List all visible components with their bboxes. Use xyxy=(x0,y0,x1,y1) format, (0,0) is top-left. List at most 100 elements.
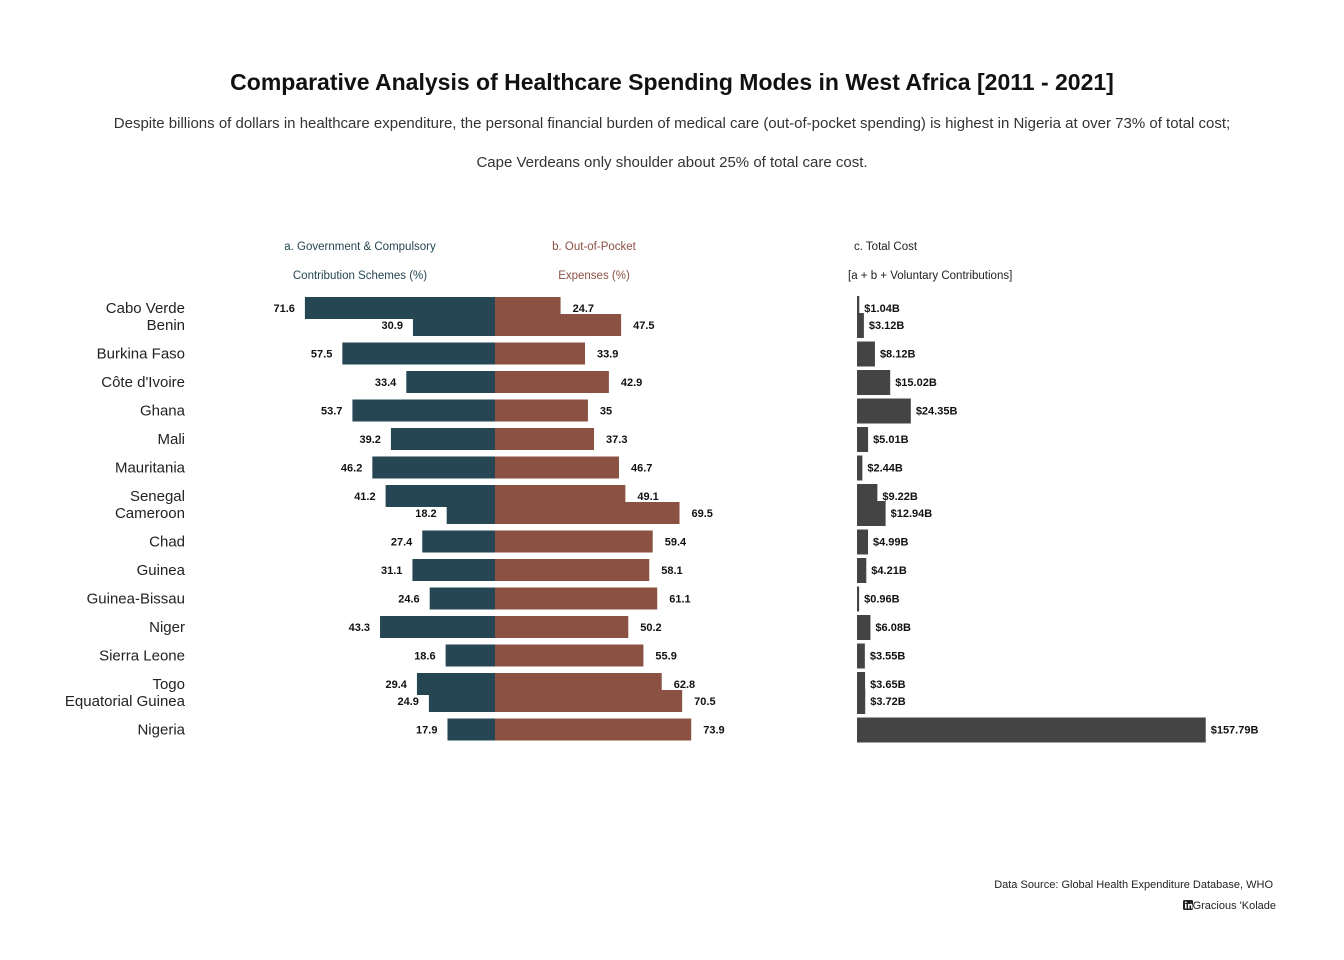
value-total-guinea: $4.21B xyxy=(871,565,907,577)
value-out-of-pocket-mali: 37.3 xyxy=(606,434,627,446)
country-label-sierra-leone: Sierra Leone xyxy=(99,648,185,665)
value-out-of-pocket-guinea: 58.1 xyxy=(661,565,682,577)
value-out-of-pocket-sierra-leone: 55.9 xyxy=(655,651,676,663)
bar-government-guinea-bissau xyxy=(429,587,495,610)
value-total-sierra-leone: $3.55B xyxy=(870,651,906,663)
bar-total-ghana xyxy=(857,398,911,424)
bar-total-benin xyxy=(857,313,864,338)
value-total-mauritania: $2.44B xyxy=(867,463,903,475)
value-total-niger: $6.08B xyxy=(875,622,911,634)
chart-title: Comparative Analysis of Healthcare Spend… xyxy=(230,69,1114,95)
bar-out-of-pocket-ghana xyxy=(495,399,588,422)
value-total-chad: $4.99B xyxy=(873,537,909,549)
country-label-guinea-bissau: Guinea-Bissau xyxy=(87,591,185,608)
value-out-of-pocket-guinea-bissau: 61.1 xyxy=(669,594,690,606)
value-total-mali: $5.01B xyxy=(873,434,909,446)
value-out-of-pocket-benin: 47.5 xyxy=(633,320,654,332)
bar-out-of-pocket-guinea-bissau xyxy=(495,587,658,610)
bar-government-mali xyxy=(390,428,495,450)
bar-out-of-pocket-benin xyxy=(495,314,622,336)
country-label-burkina-faso: Burkina Faso xyxy=(97,346,185,363)
value-total-equatorial-guinea: $3.72B xyxy=(870,696,906,708)
value-total-togo: $3.65B xyxy=(870,679,906,691)
bar-out-of-pocket-senegal xyxy=(495,485,626,507)
bar-out-of-pocket-equatorial-guinea xyxy=(495,690,683,712)
value-government-cameroon: 18.2 xyxy=(415,508,436,520)
bar-government-guinea xyxy=(412,559,495,581)
country-label-mauritania: Mauritania xyxy=(115,460,186,477)
value-out-of-pocket-nigeria: 73.9 xyxy=(703,725,724,737)
bar-total-equatorial-guinea xyxy=(857,689,866,714)
bar-government-ghana xyxy=(352,399,495,422)
value-government-equatorial-guinea: 24.9 xyxy=(397,696,418,708)
bar-government-cameroon xyxy=(446,502,495,524)
bar-government-niger xyxy=(380,616,495,638)
header-government-line-1: a. Government & Compulsory xyxy=(284,241,436,253)
country-label-togo: Togo xyxy=(152,676,185,693)
bar-total-cabo-verde xyxy=(857,296,860,321)
value-total-guinea-bissau: $0.96B xyxy=(864,594,900,606)
bar-out-of-pocket-cameroon xyxy=(495,502,680,524)
bar-out-of-pocket-guinea xyxy=(495,559,650,581)
country-label-mali: Mali xyxy=(157,431,185,448)
value-out-of-pocket-chad: 59.4 xyxy=(665,537,687,549)
bar-government-senegal xyxy=(385,485,495,507)
value-total-benin: $3.12B xyxy=(869,320,905,332)
bar-government-mauritania xyxy=(372,456,495,479)
bar-out-of-pocket-mali xyxy=(495,428,595,450)
bar-government-burkina-faso xyxy=(342,342,495,365)
bar-out-of-pocket-sierra-leone xyxy=(495,644,644,667)
data-source: Data Source: Global Health Expenditure D… xyxy=(994,879,1273,891)
bar-total-togo xyxy=(857,672,866,697)
value-government-sierra-leone: 18.6 xyxy=(414,651,435,663)
country-label-equatorial-guinea: Equatorial Guinea xyxy=(65,693,186,710)
value-government-niger: 43.3 xyxy=(349,622,370,634)
bar-government-nigeria xyxy=(447,718,495,741)
value-government-ghana: 53.7 xyxy=(321,406,342,418)
author-credit: Gracious 'Kolade xyxy=(1193,900,1276,912)
bar-government-cabo-verde xyxy=(304,297,495,319)
value-government-guinea-bissau: 24.6 xyxy=(398,594,419,606)
bar-out-of-pocket-togo xyxy=(495,673,662,695)
value-out-of-pocket-cabo-verde: 24.7 xyxy=(573,303,594,315)
chart-subtitle-line-1: Despite billions of dollars in healthcar… xyxy=(114,115,1230,132)
bar-total-mauritania xyxy=(857,455,863,481)
header-out-of-pocket-line-2: Expenses (%) xyxy=(558,270,630,282)
bar-government-benin xyxy=(412,314,495,336)
bar-out-of-pocket-nigeria xyxy=(495,718,692,741)
value-out-of-pocket-niger: 50.2 xyxy=(640,622,661,634)
country-label-cabo-verde: Cabo Verde xyxy=(106,300,185,317)
value-total-cameroon: $12.94B xyxy=(891,508,933,520)
bar-out-of-pocket-burkina-faso xyxy=(495,342,586,365)
bar-total-mali xyxy=(857,427,869,452)
bar-total-chad xyxy=(857,529,869,555)
country-label-cameroon: Cameroon xyxy=(115,505,185,522)
value-government-burkina-faso: 57.5 xyxy=(311,349,332,361)
country-label-niger: Niger xyxy=(149,619,185,636)
value-government-nigeria: 17.9 xyxy=(416,725,437,737)
bar-government-sierra-leone xyxy=(445,644,495,667)
header-out-of-pocket-line-1: b. Out-of-Pocket xyxy=(552,241,637,253)
value-government-mali: 39.2 xyxy=(360,434,381,446)
chart-rows: Cabo Verde 71.6 24.7 $1.04B Benin 30.9 47.5 $3.… xyxy=(65,296,1258,743)
value-out-of-pocket-cameroon: 69.5 xyxy=(692,508,713,520)
value-government-benin: 30.9 xyxy=(382,320,403,332)
country-label-senegal: Senegal xyxy=(130,488,185,505)
country-label-chad: Chad xyxy=(149,534,185,551)
value-government-togo: 29.4 xyxy=(386,679,408,691)
value-total-senegal: $9.22B xyxy=(882,491,918,503)
value-out-of-pocket-togo: 62.8 xyxy=(674,679,695,691)
value-out-of-pocket-equatorial-guinea: 70.5 xyxy=(694,696,715,708)
bar-total-burkina-faso xyxy=(857,341,875,367)
value-government-senegal: 41.2 xyxy=(354,491,375,503)
bar-total-guinea xyxy=(857,558,867,583)
value-out-of-pocket-mauritania: 46.7 xyxy=(631,463,652,475)
bar-total-guinea-bissau xyxy=(857,586,860,612)
bar-total-cameroon xyxy=(857,501,886,526)
value-total-ghana: $24.35B xyxy=(916,406,958,418)
bar-government-cote-d-ivoire xyxy=(406,371,495,393)
bar-out-of-pocket-mauritania xyxy=(495,456,619,479)
bar-out-of-pocket-cabo-verde xyxy=(495,297,561,319)
country-label-cote-d-ivoire: Côte d'Ivoire xyxy=(101,374,185,391)
